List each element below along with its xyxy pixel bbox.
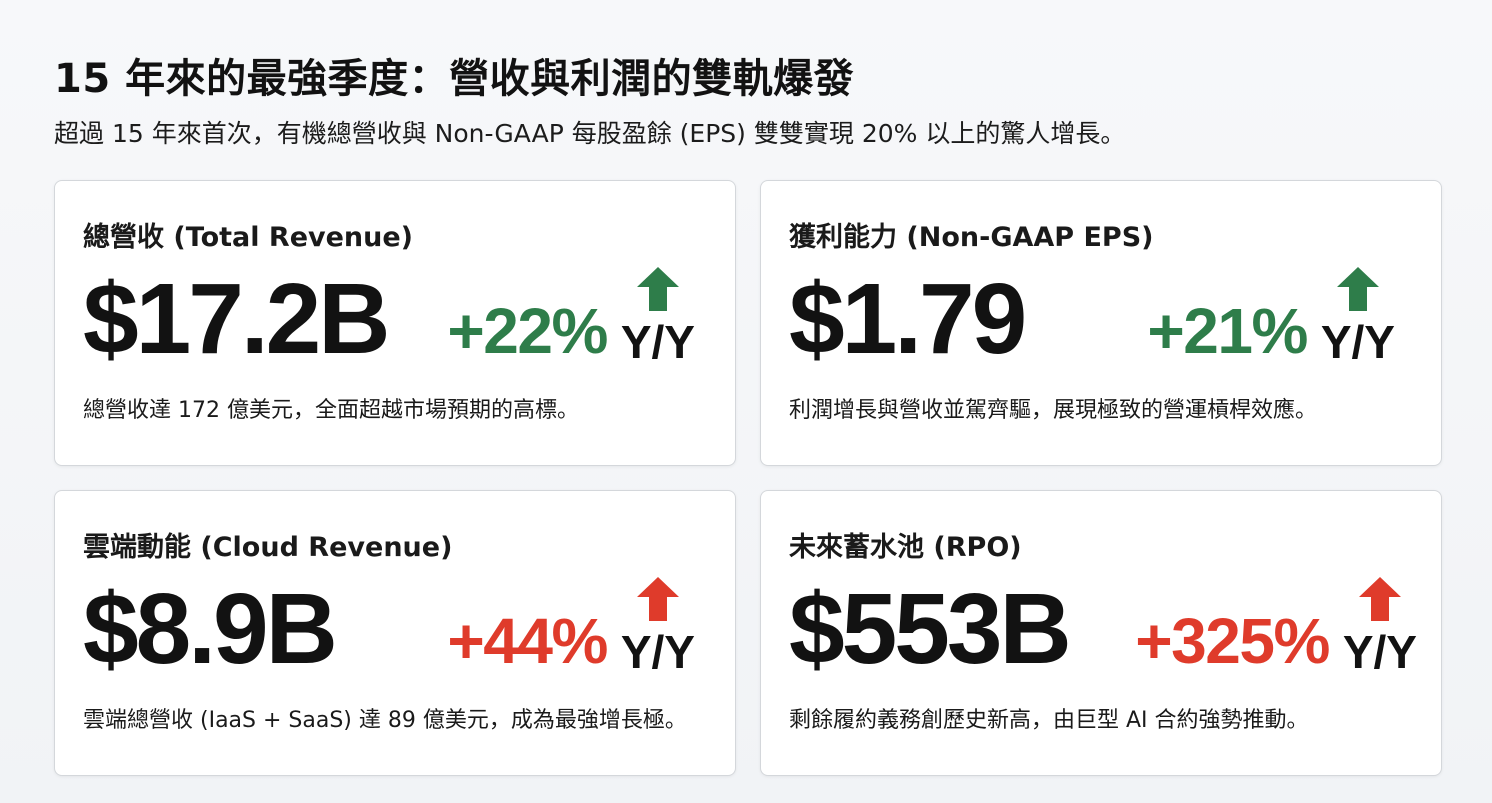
metric-value: $553B — [789, 573, 1072, 685]
metric-change: +22% Y/Y — [447, 267, 695, 371]
metric-description: 剩餘履約義務創歷史新高，由巨型 AI 合約強勢推動。 — [789, 708, 1309, 733]
metric-description: 利潤增長與營收並駕齊驅，展現極致的營運槓桿效應。 — [789, 398, 1318, 423]
metric-value: $1.79 — [789, 263, 1027, 375]
metric-card-eps: 獲利能力 (Non-GAAP EPS) $1.79 +21% Y/Y 利潤增長與… — [760, 180, 1442, 466]
metric-change: +44% Y/Y — [447, 577, 695, 681]
metric-value: $17.2B — [83, 263, 390, 375]
metric-card-total-revenue: 總營收 (Total Revenue) $17.2B +22% Y/Y 總營收達… — [54, 180, 736, 466]
arrow-up-icon — [1336, 267, 1379, 311]
metric-label: 雲端動能 (Cloud Revenue) — [83, 532, 453, 563]
change-yoy-label: Y/Y — [620, 316, 695, 368]
change-percent: +44% — [447, 605, 608, 677]
page-title: 15 年來的最強季度：營收與利潤的雙軌爆發 — [54, 56, 855, 102]
change-yoy-group: Y/Y — [621, 577, 695, 675]
change-percent: +325% — [1135, 605, 1330, 677]
change-yoy-label: Y/Y — [1342, 626, 1417, 678]
metric-description: 雲端總營收 (IaaS + SaaS) 達 89 億美元，成為最強增長極。 — [83, 708, 687, 733]
metric-description: 總營收達 172 億美元，全面超越市場預期的高標。 — [83, 398, 579, 423]
metric-label: 獲利能力 (Non-GAAP EPS) — [789, 222, 1154, 253]
page-subtitle: 超過 15 年來首次，有機總營收與 Non-GAAP 每股盈餘 (EPS) 雙雙… — [54, 119, 1126, 148]
arrow-up-icon — [636, 267, 679, 311]
change-yoy-label: Y/Y — [620, 626, 695, 678]
change-yoy-label: Y/Y — [1320, 316, 1395, 368]
change-percent: +22% — [447, 295, 608, 367]
change-yoy-group: Y/Y — [1343, 577, 1417, 675]
metric-change: +21% Y/Y — [1147, 267, 1395, 371]
metric-value: $8.9B — [83, 573, 338, 685]
metric-label: 總營收 (Total Revenue) — [83, 222, 414, 253]
change-yoy-group: Y/Y — [621, 267, 695, 365]
metric-card-cloud-revenue: 雲端動能 (Cloud Revenue) $8.9B +44% Y/Y 雲端總營… — [54, 490, 736, 776]
metric-label: 未來蓄水池 (RPO) — [789, 532, 1022, 563]
metric-change: +325% Y/Y — [1135, 577, 1417, 681]
change-percent: +21% — [1147, 295, 1308, 367]
metric-card-rpo: 未來蓄水池 (RPO) $553B +325% Y/Y 剩餘履約義務創歷史新高，… — [760, 490, 1442, 776]
arrow-up-icon — [636, 577, 679, 621]
arrow-up-icon — [1358, 577, 1401, 621]
change-yoy-group: Y/Y — [1321, 267, 1395, 365]
